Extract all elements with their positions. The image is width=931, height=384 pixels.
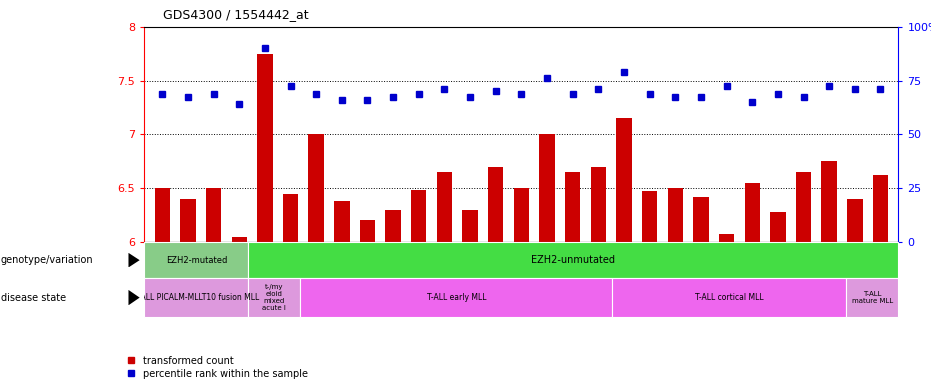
Bar xyxy=(719,234,735,242)
Bar xyxy=(847,199,862,242)
Polygon shape xyxy=(128,253,140,267)
Bar xyxy=(283,194,298,242)
Text: disease state: disease state xyxy=(1,293,66,303)
Bar xyxy=(613,278,846,317)
Bar xyxy=(437,172,452,242)
Bar xyxy=(590,167,606,242)
Text: T-ALL cortical MLL: T-ALL cortical MLL xyxy=(695,293,763,302)
Text: EZH2-unmutated: EZH2-unmutated xyxy=(532,255,615,265)
Bar xyxy=(846,278,898,317)
Bar xyxy=(301,278,613,317)
Text: GDS4300 / 1554442_at: GDS4300 / 1554442_at xyxy=(163,8,308,21)
Bar xyxy=(872,175,888,242)
Bar xyxy=(359,220,375,242)
Bar xyxy=(514,188,529,242)
Bar xyxy=(641,191,657,242)
Bar xyxy=(745,183,760,242)
Bar xyxy=(821,161,837,242)
Text: T-ALL early MLL: T-ALL early MLL xyxy=(426,293,486,302)
Text: genotype/variation: genotype/variation xyxy=(1,255,93,265)
Bar xyxy=(144,278,249,317)
Bar xyxy=(181,199,196,242)
Bar xyxy=(206,188,222,242)
Bar xyxy=(412,190,426,242)
Bar xyxy=(144,242,249,278)
Bar xyxy=(668,188,683,242)
Legend: transformed count, percentile rank within the sample: transformed count, percentile rank withi… xyxy=(126,356,308,379)
Bar xyxy=(155,188,170,242)
Text: T-ALL
mature MLL: T-ALL mature MLL xyxy=(852,291,893,304)
Bar xyxy=(249,278,301,317)
Text: t-/my
eloid
mixed
acute l: t-/my eloid mixed acute l xyxy=(263,284,286,311)
Bar xyxy=(565,172,580,242)
Bar xyxy=(539,134,555,242)
Bar xyxy=(308,134,324,242)
Text: T-ALL PICALM-MLLT10 fusion MLL: T-ALL PICALM-MLLT10 fusion MLL xyxy=(134,293,259,302)
Bar xyxy=(232,237,247,242)
Bar xyxy=(334,201,349,242)
Bar xyxy=(616,118,631,242)
Bar xyxy=(249,242,898,278)
Bar xyxy=(770,212,786,242)
Bar xyxy=(488,167,504,242)
Bar xyxy=(385,210,401,242)
Bar xyxy=(463,210,478,242)
Bar xyxy=(694,197,708,242)
Bar xyxy=(796,172,811,242)
Bar xyxy=(257,54,273,242)
Text: EZH2-mutated: EZH2-mutated xyxy=(166,256,227,265)
Polygon shape xyxy=(128,290,140,305)
